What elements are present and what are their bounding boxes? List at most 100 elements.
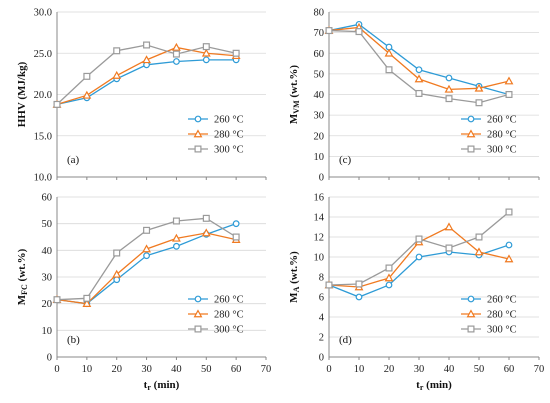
data-point-280 <box>82 90 92 99</box>
data-point-280 <box>142 244 151 253</box>
data-point-280 <box>474 247 484 256</box>
x-tick-label: 40 <box>444 364 455 375</box>
data-point-260 <box>445 74 453 82</box>
x-tick-label: 20 <box>384 364 395 375</box>
x-tick-label: 30 <box>141 364 152 375</box>
data-point-300 <box>232 233 240 241</box>
x-tick-label: 0 <box>326 364 331 375</box>
y-tick-label: 6 <box>319 293 324 304</box>
y-axis-label: MFC (wt.%) <box>16 248 29 305</box>
x-axis-label: tr (min) <box>416 379 452 392</box>
data-point-280 <box>82 299 92 307</box>
legend-marker <box>194 115 202 123</box>
x-tick-label: 20 <box>111 364 122 375</box>
x-tick-label: 70 <box>261 364 272 375</box>
y-tick-label: 40 <box>314 90 325 101</box>
x-tick-label: 40 <box>171 364 182 375</box>
y-tick-label: 14 <box>314 213 325 224</box>
data-point-300 <box>83 294 91 302</box>
data-point-260 <box>415 66 423 74</box>
data-point-280 <box>384 273 394 282</box>
data-point-260 <box>173 58 180 65</box>
y-tick-label: 0 <box>47 353 52 364</box>
x-tick-label: 60 <box>231 364 242 375</box>
y-tick-label: 60 <box>42 193 53 204</box>
data-point-280 <box>444 222 454 231</box>
legend-marker <box>193 309 203 318</box>
data-point-300 <box>232 49 240 57</box>
legend-label: 260 °C <box>487 295 517 306</box>
series-line-280 <box>56 232 237 305</box>
data-point-300 <box>83 72 91 80</box>
data-point-300 <box>475 99 483 107</box>
data-point-300 <box>445 95 453 103</box>
y-tick-label: 60 <box>314 49 325 60</box>
data-point-300 <box>505 208 513 216</box>
data-point-300 <box>53 296 61 304</box>
y-tick-label: 10 <box>314 152 325 163</box>
data-point-280 <box>384 48 394 57</box>
legend-label: 300 °C <box>214 145 244 156</box>
legend-marker <box>467 115 475 123</box>
data-point-280 <box>142 55 151 64</box>
y-tick-label: 50 <box>314 69 325 80</box>
data-point-300 <box>143 41 151 49</box>
legend: 260 °C 280 °C 300 °C <box>188 115 244 156</box>
legend-marker <box>194 145 202 153</box>
legend-marker <box>466 129 476 138</box>
data-point-260 <box>385 281 393 289</box>
data-point-300 <box>113 249 121 257</box>
y-axis-label: MA (wt.%) <box>288 251 301 303</box>
panel-label: (d) <box>339 334 352 346</box>
legend-marker <box>467 295 475 303</box>
data-point-280 <box>504 76 514 85</box>
data-point-260 <box>505 241 513 249</box>
y-tick-label: 4 <box>319 313 325 324</box>
chart-panel-d: 0 2 4 6 8 10 12 14 16 0 10 20 30 40 50 60 70 MA (wt.%) tr … <box>288 193 544 393</box>
chart-panel-c: 0 10 20 30 40 50 60 70 80 MVM (wt.%) (c) 260 °C 280 … <box>288 8 540 184</box>
y-tick-label: 50 <box>42 219 53 230</box>
x-tick-label: 70 <box>534 364 545 375</box>
x-axis-label: tr (min) <box>144 379 180 392</box>
legend-marker <box>194 325 202 333</box>
y-tick-label: 16 <box>314 193 325 204</box>
legend-label: 280 °C <box>487 310 517 321</box>
chart-panel-b: 0 10 20 30 40 50 60 0 10 20 30 40 50 60 70 MFC (wt.%) tr… <box>16 193 271 393</box>
data-point-300 <box>143 226 151 234</box>
y-axis-label: HHV (MJ/kg) <box>16 61 28 127</box>
data-point-300 <box>172 217 180 225</box>
y-tick-label: 10.0 <box>34 173 52 184</box>
data-point-260 <box>173 242 180 250</box>
data-point-300 <box>325 281 333 289</box>
y-tick-label: 30 <box>314 111 325 122</box>
y-tick-label: 25.0 <box>34 49 52 60</box>
y-tick-label: 70 <box>314 28 325 39</box>
data-point-300 <box>202 43 210 51</box>
y-tick-label: 15.0 <box>34 131 52 142</box>
panel-label: (a) <box>67 154 80 166</box>
data-point-300 <box>475 233 483 241</box>
series-line-300 <box>328 211 510 286</box>
y-tick-label: 2 <box>319 333 324 344</box>
y-tick-label: 20.0 <box>34 90 52 101</box>
x-tick-label: 10 <box>354 364 365 375</box>
data-point-280 <box>201 48 211 57</box>
y-tick-label: 10 <box>314 253 325 264</box>
data-point-300 <box>415 89 423 97</box>
data-point-280 <box>504 254 514 263</box>
legend-marker <box>193 129 203 138</box>
x-tick-label: 0 <box>54 364 59 375</box>
x-tick-label: 50 <box>474 364 485 375</box>
y-tick-label: 20 <box>314 131 325 142</box>
y-tick-label: 8 <box>319 273 324 284</box>
legend-label: 300 °C <box>487 325 517 336</box>
data-point-280 <box>201 228 211 237</box>
panel-label: (c) <box>339 154 352 166</box>
data-point-260 <box>202 56 210 64</box>
data-point-300 <box>385 66 393 74</box>
data-point-280 <box>172 42 181 51</box>
data-point-280 <box>414 74 424 83</box>
data-point-280 <box>444 84 454 93</box>
legend-label: 280 °C <box>214 130 244 141</box>
